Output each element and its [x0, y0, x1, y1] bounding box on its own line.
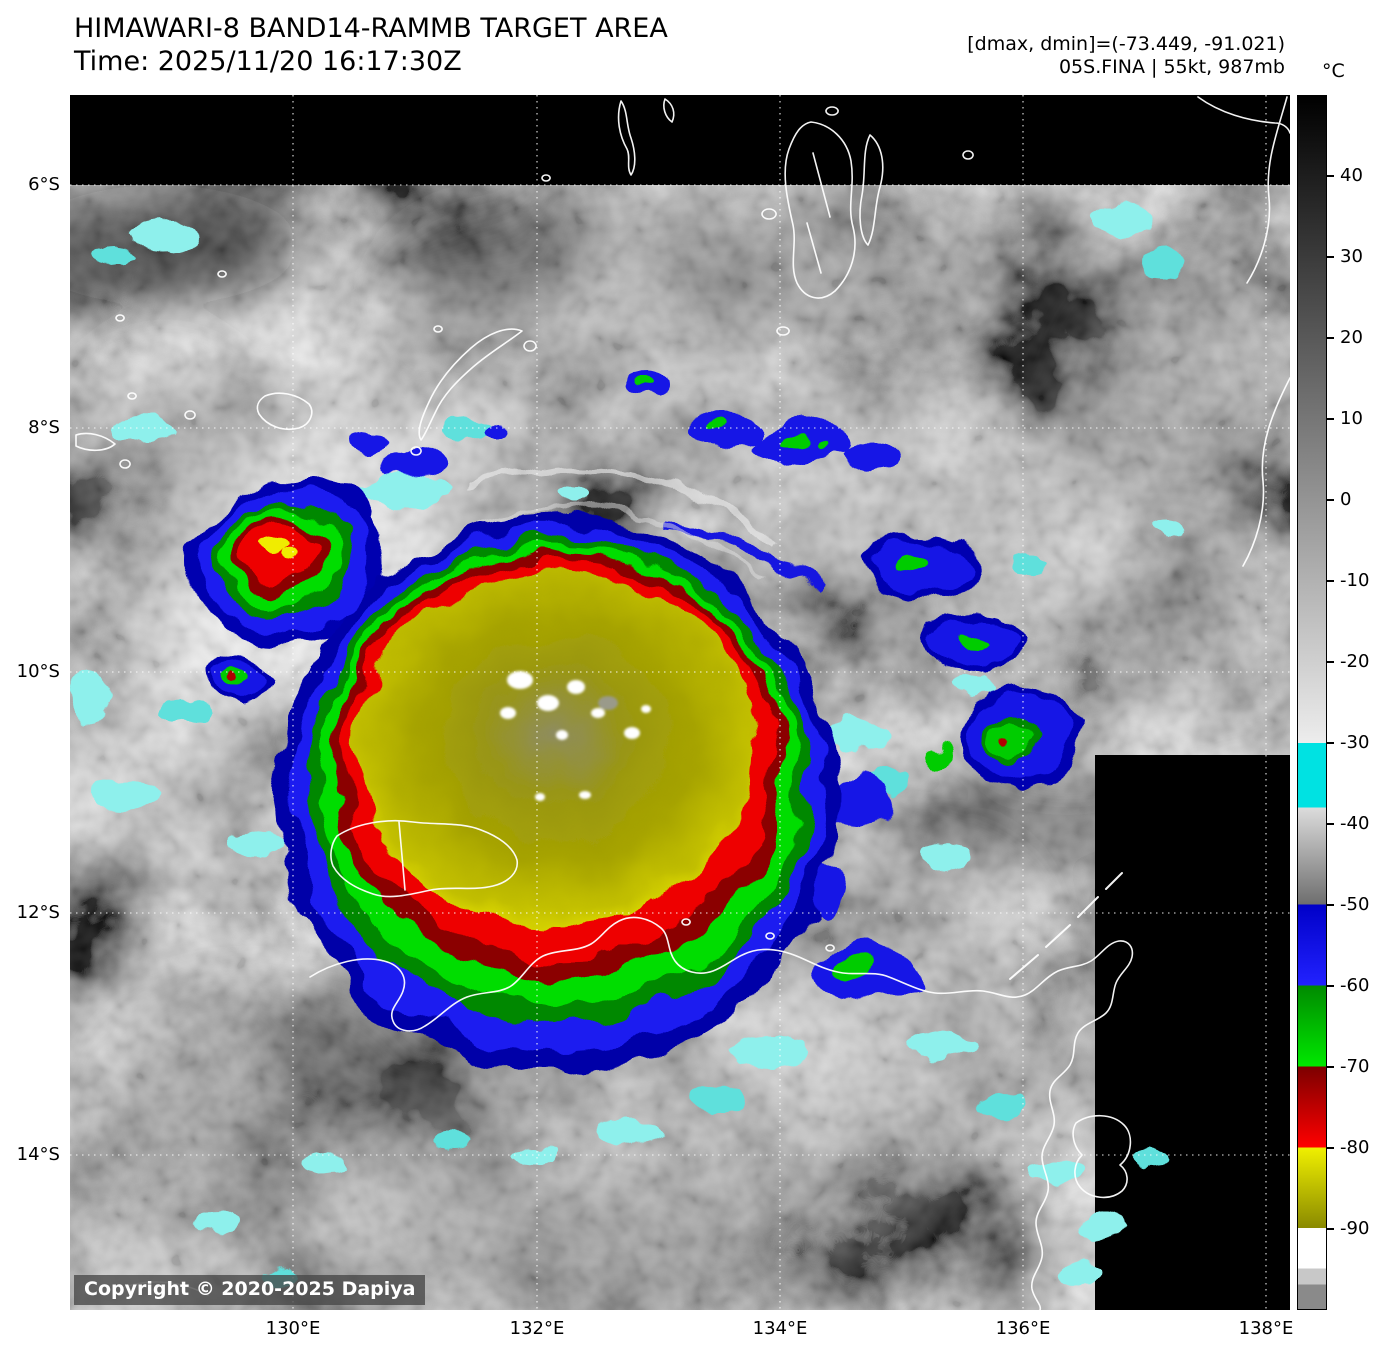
gridlines	[70, 95, 1290, 1310]
colorbar-tick-mark	[1327, 499, 1334, 501]
lon-label: 138°E	[1238, 1318, 1294, 1339]
no-data-top	[70, 95, 1290, 185]
lat-label: 12°S	[16, 902, 60, 923]
colorbar-tick-mark	[1327, 823, 1334, 825]
colorbar-tick-mark	[1327, 742, 1334, 744]
readout-block: [dmax, dmin]=(-73.449, -91.021) 05S.FINA…	[967, 33, 1285, 79]
colorbar-tick-label: -90	[1340, 1218, 1370, 1239]
colorbar-tick-mark	[1327, 1228, 1334, 1230]
colorbar-tick-mark	[1327, 580, 1334, 582]
colorbar-tick-mark	[1327, 904, 1334, 906]
colorbar-tick-label: 0	[1340, 489, 1352, 510]
no-data-right	[1095, 755, 1290, 1310]
colorbar-tick-label: 30	[1340, 246, 1363, 267]
colorbar-tick-mark	[1327, 418, 1334, 420]
colorbar-tick-label: -50	[1340, 894, 1370, 915]
colorbar-ticks: 40 30 20 10 0 -10 -20 -30 -40 -50 -60 -70 -80 -90	[1327, 95, 1387, 1310]
dmax-dmin-readout: [dmax, dmin]=(-73.449, -91.021)	[967, 33, 1285, 55]
copyright-badge: Copyright © 2020-2025 Dapiya	[74, 1275, 426, 1305]
colorbar-tick-label: -20	[1340, 651, 1370, 672]
colorbar-tick-mark	[1327, 1147, 1334, 1149]
longitude-axis: 130°E 132°E 134°E 136°E 138°E	[70, 1316, 1294, 1342]
colorbar-tick-mark	[1327, 1066, 1334, 1068]
colorbar-tick-mark	[1327, 256, 1334, 258]
overshooting-tops	[500, 671, 651, 801]
colorbar-tick-label: 40	[1340, 165, 1363, 186]
colorbar	[1297, 95, 1327, 1310]
colorbar-unit-label: °C	[1322, 60, 1345, 82]
colorbar-tick-mark	[1327, 175, 1334, 177]
colorbar-tick-label: -10	[1340, 570, 1370, 591]
lon-label: 130°E	[265, 1318, 321, 1339]
storm-info: 05S.FINA | 55kt, 987mb	[1058, 56, 1285, 78]
satellite-image	[70, 95, 1291, 1311]
timestamp: Time: 2025/11/20 16:17:30Z	[74, 46, 462, 77]
lat-label: 6°S	[28, 174, 60, 195]
colorbar-tick-mark	[1327, 661, 1334, 663]
lon-label: 134°E	[752, 1318, 808, 1339]
cyclone-cdo	[278, 517, 838, 1073]
cold-cloud-patches	[203, 373, 1080, 1003]
colorbar-tick-label: -80	[1340, 1137, 1370, 1158]
colorbar-tick-mark	[1327, 337, 1334, 339]
lat-label: 14°S	[16, 1144, 60, 1165]
west-storm	[183, 480, 387, 643]
header-block: HIMAWARI-8 BAND14-RAMMB TARGET AREA Time…	[74, 12, 668, 78]
colorbar-tick-label: -30	[1340, 732, 1370, 753]
colorbar-tick-label: -70	[1340, 1056, 1370, 1077]
colorbar-tick-label: -40	[1340, 813, 1370, 834]
lat-label: 8°S	[28, 417, 60, 438]
map-canvas: Copyright © 2020-2025 Dapiya	[70, 95, 1291, 1311]
colorbar-tick-label: 10	[1340, 408, 1363, 429]
latitude-axis: 6°S 8°S 10°S 12°S 14°S	[0, 95, 64, 1310]
colorbar-tick-mark	[1327, 985, 1334, 987]
colorbar-tick-label: -60	[1340, 975, 1370, 996]
lon-label: 132°E	[509, 1318, 565, 1339]
page-title: HIMAWARI-8 BAND14-RAMMB TARGET AREA	[74, 13, 668, 44]
colorbar-tick-label: 20	[1340, 327, 1363, 348]
lat-label: 10°S	[16, 661, 60, 682]
lon-label: 136°E	[995, 1318, 1051, 1339]
